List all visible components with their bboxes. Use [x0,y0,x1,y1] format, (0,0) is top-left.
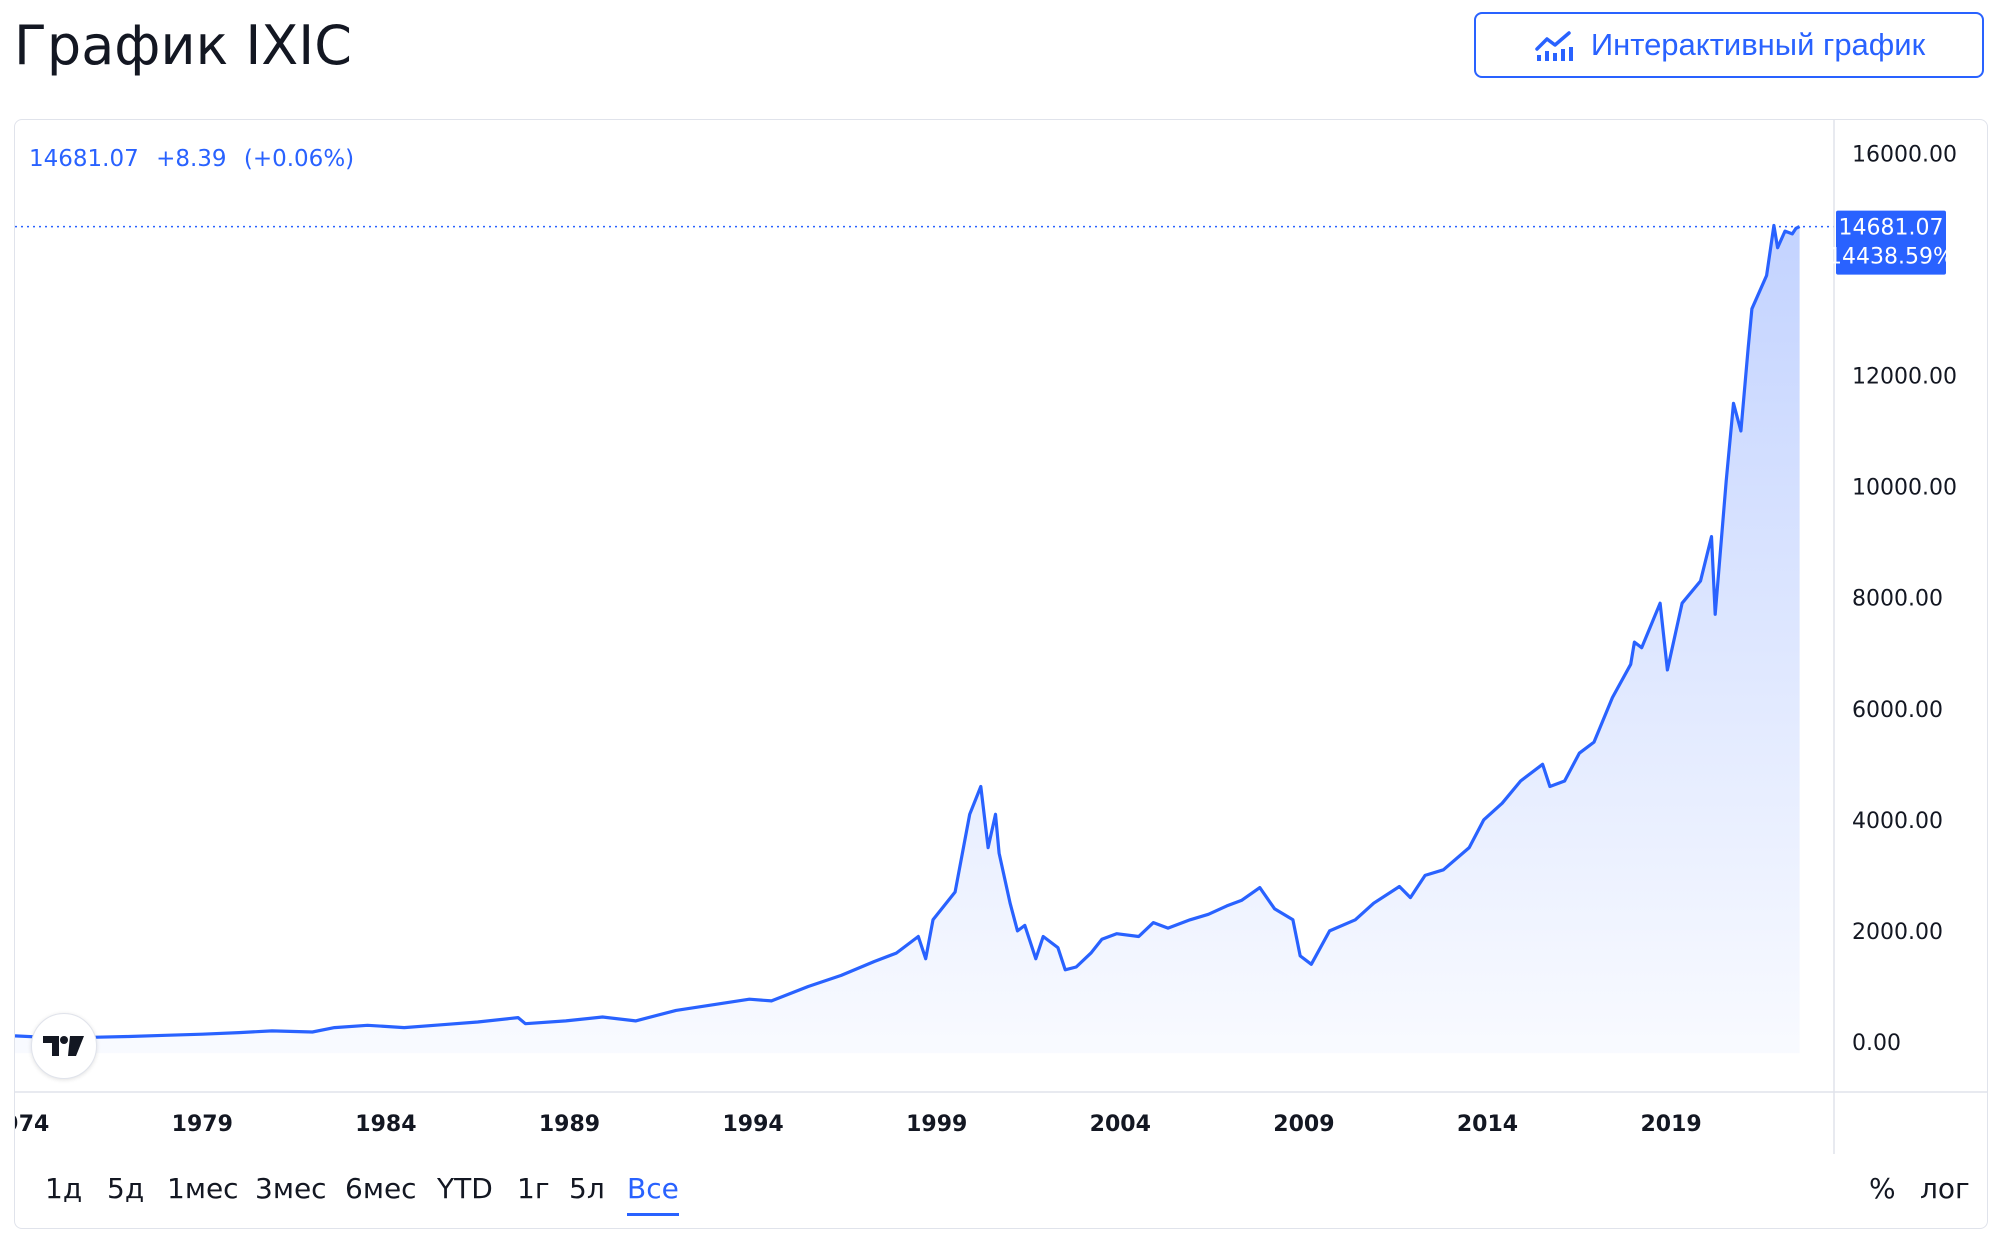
x-tick-label: 1994 [722,1112,783,1137]
y-tick-label: 10000.00 [1852,476,1957,501]
price-chart[interactable]: 0.00 2000.00 4000.00 6000.00 8000.00 10000.00… [15,120,1988,1154]
price-line [15,223,1801,1040]
period-selector: 1д 5д 1мес 3мес 6мес YTD 1г 5л Все% лог [15,1154,1987,1228]
period-button-4[interactable]: 6мес [345,1172,417,1205]
y-tick-label: 16000.00 [1852,142,1957,167]
chart-widget: 0.00 2000.00 4000.00 6000.00 8000.00 10000.00… [14,119,1988,1229]
percent-scale-button[interactable]: % [1869,1172,1896,1205]
x-tick-label: 1974 [15,1112,49,1137]
x-tick-label: 2019 [1640,1112,1701,1137]
period-button-0[interactable]: 1д [45,1172,83,1205]
price-area-fill [15,225,1800,1054]
x-tick-label: 2009 [1273,1112,1334,1137]
log-scale-button[interactable]: лог [1920,1172,1970,1205]
x-tick-label: 1979 [172,1112,233,1137]
x-tick-label: 2004 [1090,1112,1151,1137]
tradingview-logo[interactable] [31,1013,97,1079]
quote-change: +8.39 [156,146,226,172]
quote-line: 14681.07 +8.39 (+0.06%) [29,146,354,172]
y-tick-label: 8000.00 [1852,587,1943,612]
last-price-label: 14681.07 [1839,216,1944,241]
x-tick-label: 1989 [539,1112,600,1137]
line-chart-icon [1535,31,1573,61]
y-tick-label: 0.00 [1852,1031,1901,1056]
page-title: График IXIC [14,14,352,77]
quote-price: 14681.07 [29,146,139,172]
last-price-badge: 14681.07 14438.59% [1828,210,1954,275]
period-button-2[interactable]: 1мес [167,1172,239,1205]
y-tick-label: 12000.00 [1852,365,1957,390]
period-button-6[interactable]: 1г [517,1172,550,1205]
y-tick-label: 4000.00 [1852,809,1943,834]
x-tick-label: 2014 [1457,1112,1518,1137]
period-button-7[interactable]: 5л [569,1172,605,1205]
interactive-chart-label: Интерактивный график [1590,27,1926,62]
quote-change-pct: (+0.06%) [244,146,354,172]
period-button-3[interactable]: 3мес [255,1172,327,1205]
x-tick-label: 1999 [906,1112,967,1137]
tradingview-logo-icon [43,1036,84,1056]
interactive-chart-button[interactable]: Интерактивный график [1474,12,1984,78]
period-button-5[interactable]: YTD [437,1172,493,1205]
period-button-8[interactable]: Все [627,1154,679,1224]
last-pct-label: 14438.59% [1828,245,1954,270]
period-button-1[interactable]: 5д [107,1172,145,1205]
y-tick-label: 6000.00 [1852,698,1943,723]
y-tick-label: 2000.00 [1852,920,1943,945]
x-tick-label: 1984 [355,1112,416,1137]
